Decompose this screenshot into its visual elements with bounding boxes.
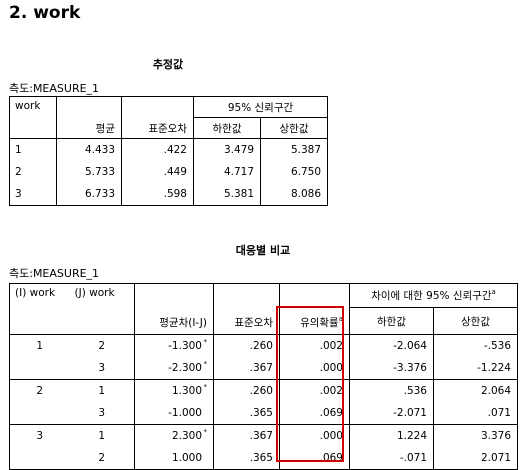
mean-diff-cell: 1.300 * bbox=[134, 379, 214, 402]
mean-diff-value: -1.000 bbox=[168, 407, 202, 419]
mean-diff-cell: 1.000 bbox=[134, 447, 214, 470]
mean-diff-value: 2.300 bbox=[171, 430, 202, 442]
work-level-cell: 3 bbox=[15, 188, 22, 200]
sig-cell: .002 bbox=[279, 334, 350, 357]
ci-lower-cell: -2.071 bbox=[349, 402, 434, 425]
mean-cell: 4.433 bbox=[56, 138, 122, 161]
mean-diff-cell: -1.000 bbox=[134, 402, 214, 425]
mean-cell: 6.733 bbox=[56, 183, 122, 206]
t2-header-sig-sup: a bbox=[338, 315, 343, 323]
t2-header-se: 표준오차 bbox=[213, 283, 280, 335]
t1-header-lower: 하한값 bbox=[193, 117, 261, 139]
comparison-row: 3 -1.000 .365.069 -2.071.071 bbox=[10, 402, 518, 425]
i-work-cell bbox=[10, 357, 70, 380]
mean-diff-cell: 2.300 * bbox=[134, 424, 214, 447]
estimate-row: 1 4.433.422 3.479 5.387 bbox=[9, 138, 328, 161]
table1-title: 추정값 bbox=[152, 58, 184, 71]
j-work-cell: 3 bbox=[98, 362, 106, 374]
ci-upper-cell: 5.387 bbox=[259, 138, 328, 161]
j-work-cell: 2 bbox=[98, 452, 106, 464]
ci-lower-cell: -.071 bbox=[349, 447, 434, 470]
estimate-row: 3 6.733.598 5.381 8.086 bbox=[10, 183, 328, 206]
std-error-cell: .367 bbox=[213, 357, 280, 380]
ci-lower-cell: -3.376 bbox=[349, 357, 434, 380]
t2-header-diff: 평균차(I-J) bbox=[134, 283, 214, 335]
sig-cell: .000 bbox=[279, 357, 350, 380]
comparison-row: 2 1 1.300 * .260.002.536 2.064 bbox=[9, 379, 518, 402]
section-title: 2. work bbox=[9, 3, 81, 23]
ci-lower-cell: 3.479 bbox=[193, 138, 261, 161]
mean-diff-cell: -1.300 * bbox=[134, 334, 214, 357]
std-error-cell: .367 bbox=[213, 424, 280, 447]
mean-diff-cell: -2.300 * bbox=[134, 357, 214, 380]
j-work-cell: 3 bbox=[98, 407, 106, 419]
estimates-table: work 평균 표준오차 95% 신뢰구간 하한값 상한값 1 4.433.422… bbox=[9, 96, 329, 206]
sig-cell: .069 bbox=[279, 447, 350, 470]
std-error-cell: .260 bbox=[213, 334, 280, 357]
ci-upper-cell: -1.224 bbox=[433, 357, 518, 380]
t2-header-j: (J) work bbox=[74, 287, 115, 299]
ci-lower-cell: 5.381 bbox=[193, 183, 261, 206]
mean-diff-value: 1.000 bbox=[171, 452, 202, 464]
work-level-cell: 1 bbox=[9, 138, 57, 161]
ci-upper-cell: -.536 bbox=[433, 334, 518, 357]
t1-header-work: work bbox=[15, 100, 41, 112]
t2-body: 1 2 -1.300 * .260.002 -2.064 -.536 3 -2.300 * .367… bbox=[9, 334, 518, 470]
mean-diff-value: -2.300 bbox=[168, 362, 202, 374]
std-error-cell: .449 bbox=[121, 161, 194, 183]
t1-header-se: 표준오차 bbox=[121, 96, 194, 139]
table1-measure: 측도:MEASURE_1 bbox=[9, 82, 100, 95]
ci-lower-cell: 4.717 bbox=[193, 161, 261, 183]
ci-upper-cell: 8.086 bbox=[259, 183, 328, 206]
t2-header-sig-label: 유의확률 bbox=[300, 317, 339, 329]
table2-measure: 측도:MEASURE_1 bbox=[9, 267, 100, 280]
j-work-cell: 1 bbox=[69, 379, 135, 402]
t1-header-upper: 상한값 bbox=[259, 117, 328, 139]
comparison-row: 3 1 2.300 * .367.000 1.224 3.376 bbox=[9, 424, 518, 447]
t2-header-ci-sup: a bbox=[491, 288, 496, 296]
comparison-row: 3 -2.300 * .367.000 -3.376 -1.224 bbox=[10, 357, 518, 380]
ci-lower-cell: .536 bbox=[349, 379, 434, 402]
ci-lower-cell: 1.224 bbox=[349, 424, 434, 447]
comparison-row: 2 1.000 .365.069 -.071 2.071 bbox=[10, 447, 518, 470]
ci-upper-cell: .071 bbox=[433, 402, 518, 425]
estimate-row: 2 5.733.449 4.717 6.750 bbox=[10, 161, 328, 183]
ci-upper-cell: 2.064 bbox=[433, 379, 518, 402]
t1-header-ci: 95% 신뢰구간 bbox=[192, 96, 328, 118]
std-error-cell: .260 bbox=[213, 379, 280, 402]
table2-title: 대응별 비교 bbox=[235, 244, 291, 257]
j-work-cell: 1 bbox=[69, 424, 135, 447]
std-error-cell: .365 bbox=[213, 402, 280, 425]
pairwise-table: (I) work (J) work 평균차(I-J) 표준오차 유의확률a 차이… bbox=[9, 283, 518, 470]
work-level-cell: 2 bbox=[15, 166, 22, 178]
ci-upper-cell: 2.071 bbox=[433, 447, 518, 470]
mean-diff-value: 1.300 bbox=[171, 385, 202, 397]
mean-cell: 5.733 bbox=[56, 161, 122, 183]
i-work-cell: 3 bbox=[9, 424, 70, 447]
mean-diff-value: -1.300 bbox=[168, 340, 202, 352]
std-error-cell: .365 bbox=[213, 447, 280, 470]
ci-upper-cell: 6.750 bbox=[259, 161, 328, 183]
t1-header-mean: 평균 bbox=[56, 96, 122, 139]
ci-upper-cell: 3.376 bbox=[433, 424, 518, 447]
i-work-cell bbox=[10, 402, 70, 425]
j-work-cell: 2 bbox=[69, 334, 135, 357]
i-work-cell: 2 bbox=[9, 379, 70, 402]
std-error-cell: .598 bbox=[121, 183, 194, 206]
sig-cell: .069 bbox=[279, 402, 350, 425]
t1-body: 1 4.433.422 3.479 5.387 2 5.733.449 4.717 6.750… bbox=[9, 138, 328, 206]
i-work-cell bbox=[10, 447, 70, 470]
t2-header-lower: 하한값 bbox=[349, 307, 434, 335]
t2-header-upper: 상한값 bbox=[433, 307, 518, 335]
t2-header-i: (I) work bbox=[15, 287, 56, 299]
i-work-cell: 1 bbox=[9, 334, 70, 357]
sig-cell: .000 bbox=[279, 424, 350, 447]
ci-lower-cell: -2.064 bbox=[349, 334, 434, 357]
t2-header-ci-label: 차이에 대한 95% 신뢰구간 bbox=[371, 290, 492, 302]
comparison-row: 1 2 -1.300 * .260.002 -2.064 -.536 bbox=[9, 334, 518, 357]
t2-header-ci: 차이에 대한 95% 신뢰구간a bbox=[349, 283, 518, 308]
sig-cell: .002 bbox=[279, 379, 350, 402]
std-error-cell: .422 bbox=[121, 138, 194, 161]
t2-header-sig: 유의확률a bbox=[279, 283, 350, 335]
